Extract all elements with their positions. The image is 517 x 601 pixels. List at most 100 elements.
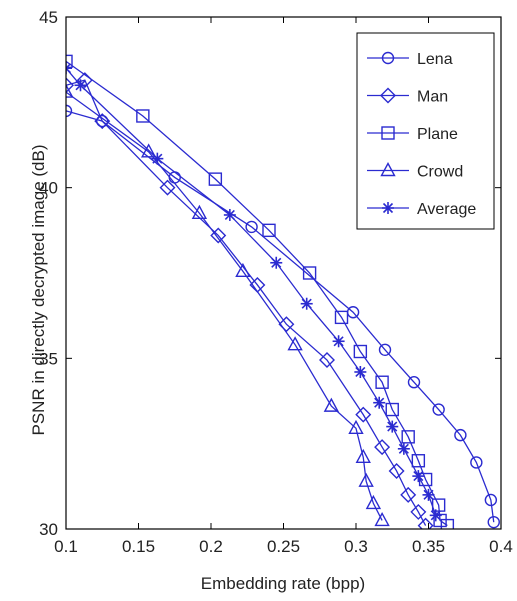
data-point-man [278, 316, 295, 333]
data-point-man [66, 77, 74, 94]
data-point-crowd [191, 204, 208, 219]
series-plane [66, 54, 455, 529]
data-point-average [270, 256, 283, 269]
data-point-average [223, 208, 236, 221]
data-point-crowd [355, 448, 371, 464]
data-point-man [355, 406, 372, 423]
data-point-man [388, 462, 405, 479]
data-point-man [417, 517, 434, 529]
data-point-lena [407, 376, 421, 389]
data-point-plane [353, 344, 368, 359]
data-point-plane [136, 109, 150, 123]
data-point-man [410, 503, 427, 520]
data-point-average [66, 62, 72, 75]
legend: Lena Man Plane Crowd Average [356, 32, 495, 230]
x-tick-label: 0.1 [54, 537, 78, 556]
star-stroke [152, 153, 163, 164]
legend-item-crowd: Crowd [367, 162, 463, 181]
data-point-lena [66, 104, 73, 118]
legend-label-lena: Lena [417, 51, 453, 68]
legend-item-average: Average [367, 201, 476, 218]
data-point-lena [487, 515, 500, 529]
star-stroke [382, 202, 394, 214]
data-point-lena [432, 403, 445, 416]
data-point-plane [433, 513, 447, 528]
star-stroke [387, 421, 398, 432]
legend-marker-average [382, 202, 394, 214]
legend-marker-lena [381, 51, 395, 65]
x-tick-label: 0.4 [489, 537, 513, 556]
legend-marker-crowd [380, 162, 396, 177]
data-point-plane [411, 454, 426, 468]
star-stroke [355, 366, 366, 378]
series-layer [66, 54, 500, 529]
series-line-plane [66, 60, 448, 527]
data-point-average [300, 297, 313, 310]
y-tick-label: 35 [39, 349, 58, 368]
data-point-plane [302, 266, 317, 280]
data-point-lena [454, 428, 467, 442]
data-point-plane [334, 310, 349, 325]
star-stroke [333, 336, 344, 347]
series-crowd [66, 83, 390, 527]
legend-item-lena: Lena [367, 51, 453, 68]
star-stroke [413, 471, 424, 482]
data-point-crowd [140, 143, 157, 158]
series-line-crowd [66, 91, 383, 521]
star-stroke [301, 298, 312, 309]
x-tick-label: 0.25 [267, 537, 300, 556]
data-point-man [400, 486, 417, 503]
data-point-lena [245, 220, 258, 234]
star-stroke [224, 209, 235, 221]
data-point-average [397, 442, 410, 455]
legend-label-average: Average [417, 201, 476, 218]
legend-label-plane: Plane [417, 126, 458, 143]
legend-label-man: Man [417, 89, 448, 106]
data-point-plane [262, 223, 276, 238]
data-point-crowd [235, 262, 251, 277]
series-man [66, 72, 434, 529]
data-point-lena [96, 114, 109, 128]
star-stroke [374, 397, 385, 408]
series-average [66, 62, 442, 522]
series-line-average [66, 67, 437, 516]
data-point-crowd [358, 472, 374, 487]
y-tick-label: 40 [39, 179, 58, 198]
star-stroke [423, 489, 434, 500]
data-point-lena [470, 456, 483, 469]
data-point-average [74, 79, 87, 92]
data-point-plane [375, 375, 389, 389]
legend-label-crowd: Crowd [417, 164, 463, 181]
data-point-plane [440, 518, 455, 529]
star-stroke [271, 257, 282, 268]
data-point-average [386, 420, 399, 433]
data-point-average [422, 488, 435, 501]
data-point-plane [401, 430, 415, 444]
data-point-crowd [66, 83, 74, 98]
data-point-plane [66, 54, 73, 69]
data-point-average [412, 470, 425, 483]
star-stroke [430, 510, 441, 521]
legend-marker-plane [381, 126, 395, 140]
y-tick-label: 30 [39, 520, 58, 539]
data-point-man [94, 113, 111, 130]
data-point-man [319, 352, 335, 369]
x-axis-label: Embedding rate (bpp) [201, 574, 365, 593]
x-tick-label: 0.2 [199, 537, 223, 556]
data-point-crowd [348, 419, 364, 435]
x-tick-label: 0.3 [344, 537, 368, 556]
data-point-crowd [287, 336, 303, 351]
star-stroke [66, 67, 72, 74]
star-stroke [66, 63, 72, 70]
star-stroke [75, 80, 86, 91]
legend-marker-man [380, 87, 396, 104]
data-point-plane [385, 402, 399, 417]
x-tick-label: 0.35 [412, 537, 445, 556]
data-point-average [151, 152, 164, 165]
axes-layer: 0.1 0.15 0.2 0.25 0.3 0.35 0.4 30 35 40 45 [39, 8, 513, 556]
y-axis-label: PSNR in directly decrypted image (dB) [29, 144, 48, 435]
data-point-crowd [374, 511, 390, 527]
legend-box [356, 32, 495, 230]
data-point-crowd [365, 494, 382, 510]
